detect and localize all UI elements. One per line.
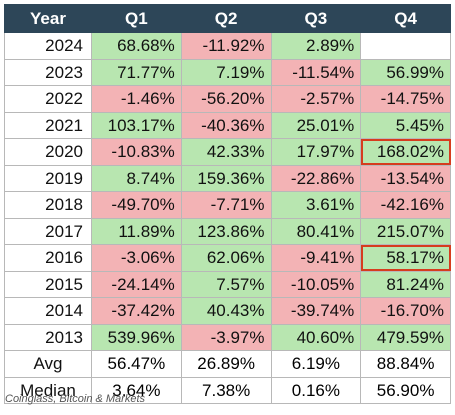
year-cell: 2015 bbox=[4, 270, 92, 298]
q3-cell: 3.61% bbox=[270, 191, 362, 219]
q1-cell: -37.42% bbox=[91, 297, 182, 325]
q4-cell: 56.99% bbox=[360, 58, 451, 86]
median-q4-cell: 56.90% bbox=[360, 376, 451, 404]
year-cell: 2020 bbox=[4, 138, 92, 166]
quarterly-returns-table: Year Q1 Q2 Q3 Q4 2024 68.68% -11.92% 2.8… bbox=[4, 4, 451, 404]
q2-cell: -3.97% bbox=[180, 323, 272, 351]
q2-cell: 7.57% bbox=[180, 270, 272, 298]
median-q3-cell: 0.16% bbox=[270, 376, 362, 404]
avg-label: Avg bbox=[4, 350, 92, 378]
year-cell: 2022 bbox=[4, 85, 92, 113]
q1-cell: -24.14% bbox=[91, 270, 182, 298]
q4-cell: -14.75% bbox=[360, 85, 451, 113]
returns-table-container: Year Q1 Q2 Q3 Q4 2024 68.68% -11.92% 2.8… bbox=[4, 4, 451, 404]
table-row: 2023 71.77% 7.19% -11.54% 56.99% bbox=[4, 58, 451, 86]
q4-cell: 215.07% bbox=[360, 217, 451, 245]
q4-cell: 479.59% bbox=[360, 323, 451, 351]
q2-cell: -56.20% bbox=[180, 85, 272, 113]
q2-cell: 159.36% bbox=[180, 164, 272, 192]
q1-cell: -10.83% bbox=[91, 138, 182, 166]
table-row: 2018 -49.70% -7.71% 3.61% -42.16% bbox=[4, 191, 451, 219]
q1-cell: -3.06% bbox=[91, 244, 182, 272]
header-q4: Q4 bbox=[360, 4, 451, 33]
q3-cell: 25.01% bbox=[270, 111, 362, 139]
table-row: 2014 -37.42% 40.43% -39.74% -16.70% bbox=[4, 297, 451, 325]
table-row: 2022 -1.46% -56.20% -2.57% -14.75% bbox=[4, 85, 451, 113]
median-q1-cell: 3.64% bbox=[91, 376, 182, 404]
year-cell: 2017 bbox=[4, 217, 92, 245]
header-q3: Q3 bbox=[270, 4, 362, 33]
avg-q4-cell: 88.84% bbox=[360, 350, 451, 378]
q2-cell: -7.71% bbox=[180, 191, 272, 219]
q1-cell: 8.74% bbox=[91, 164, 182, 192]
median-label: Median bbox=[4, 376, 92, 404]
q1-cell: 11.89% bbox=[91, 217, 182, 245]
q4-cell: 58.17% bbox=[360, 244, 451, 272]
q1-cell: 71.77% bbox=[91, 58, 182, 86]
table-body: 2024 68.68% -11.92% 2.89% 2023 71.77% 7.… bbox=[4, 32, 451, 404]
q4-cell: -42.16% bbox=[360, 191, 451, 219]
q4-cell: -13.54% bbox=[360, 164, 451, 192]
q2-cell: 62.06% bbox=[180, 244, 272, 272]
year-cell: 2018 bbox=[4, 191, 92, 219]
year-cell: 2013 bbox=[4, 323, 92, 351]
q2-cell: -40.36% bbox=[180, 111, 272, 139]
q4-cell: 168.02% bbox=[360, 138, 451, 166]
q4-cell: -16.70% bbox=[360, 297, 451, 325]
q1-cell: 539.96% bbox=[91, 323, 182, 351]
q2-cell: 7.19% bbox=[180, 58, 272, 86]
q3-cell: -39.74% bbox=[270, 297, 362, 325]
header-q1: Q1 bbox=[91, 4, 182, 33]
table-row: 2015 -24.14% 7.57% -10.05% 81.24% bbox=[4, 270, 451, 298]
summary-row-median: Median 3.64% 7.38% 0.16% 56.90% bbox=[4, 376, 451, 404]
table-row: 2016 -3.06% 62.06% -9.41% 58.17% bbox=[4, 244, 451, 272]
year-cell: 2019 bbox=[4, 164, 92, 192]
q3-cell: 2.89% bbox=[270, 32, 362, 60]
source-credit: Coinglass, Bitcoin & Markets bbox=[5, 393, 145, 405]
header-year: Year bbox=[4, 4, 92, 33]
q1-cell: 68.68% bbox=[91, 32, 182, 60]
q1-cell: 103.17% bbox=[91, 111, 182, 139]
year-cell: 2021 bbox=[4, 111, 92, 139]
q3-cell: -22.86% bbox=[270, 164, 362, 192]
q3-cell: 17.97% bbox=[270, 138, 362, 166]
q3-cell: -2.57% bbox=[270, 85, 362, 113]
table-row: 2020 -10.83% 42.33% 17.97% 168.02% bbox=[4, 138, 451, 166]
q3-cell: -9.41% bbox=[270, 244, 362, 272]
header-row: Year Q1 Q2 Q3 Q4 bbox=[4, 4, 451, 33]
q3-cell: -11.54% bbox=[270, 58, 362, 86]
q1-cell: -1.46% bbox=[91, 85, 182, 113]
table-row: 2013 539.96% -3.97% 40.60% 479.59% bbox=[4, 323, 451, 351]
summary-row-avg: Avg 56.47% 26.89% 6.19% 88.84% bbox=[4, 350, 451, 378]
q4-cell bbox=[360, 32, 451, 60]
year-cell: 2014 bbox=[4, 297, 92, 325]
q1-cell: -49.70% bbox=[91, 191, 182, 219]
median-q2-cell: 7.38% bbox=[180, 376, 272, 404]
year-cell: 2016 bbox=[4, 244, 92, 272]
table-header: Year Q1 Q2 Q3 Q4 bbox=[4, 4, 451, 33]
q3-cell: 40.60% bbox=[270, 323, 362, 351]
q2-cell: 42.33% bbox=[180, 138, 272, 166]
q3-cell: 80.41% bbox=[270, 217, 362, 245]
table-row: 2019 8.74% 159.36% -22.86% -13.54% bbox=[4, 164, 451, 192]
year-cell: 2023 bbox=[4, 58, 92, 86]
header-q2: Q2 bbox=[180, 4, 272, 33]
q4-cell: 81.24% bbox=[360, 270, 451, 298]
avg-q2-cell: 26.89% bbox=[180, 350, 272, 378]
year-cell: 2024 bbox=[4, 32, 92, 60]
table-row: 2017 11.89% 123.86% 80.41% 215.07% bbox=[4, 217, 451, 245]
q3-cell: -10.05% bbox=[270, 270, 362, 298]
q2-cell: -11.92% bbox=[180, 32, 272, 60]
avg-q1-cell: 56.47% bbox=[91, 350, 182, 378]
q2-cell: 123.86% bbox=[180, 217, 272, 245]
q2-cell: 40.43% bbox=[180, 297, 272, 325]
table-row: 2021 103.17% -40.36% 25.01% 5.45% bbox=[4, 111, 451, 139]
table-row: 2024 68.68% -11.92% 2.89% bbox=[4, 32, 451, 60]
avg-q3-cell: 6.19% bbox=[270, 350, 362, 378]
q4-cell: 5.45% bbox=[360, 111, 451, 139]
